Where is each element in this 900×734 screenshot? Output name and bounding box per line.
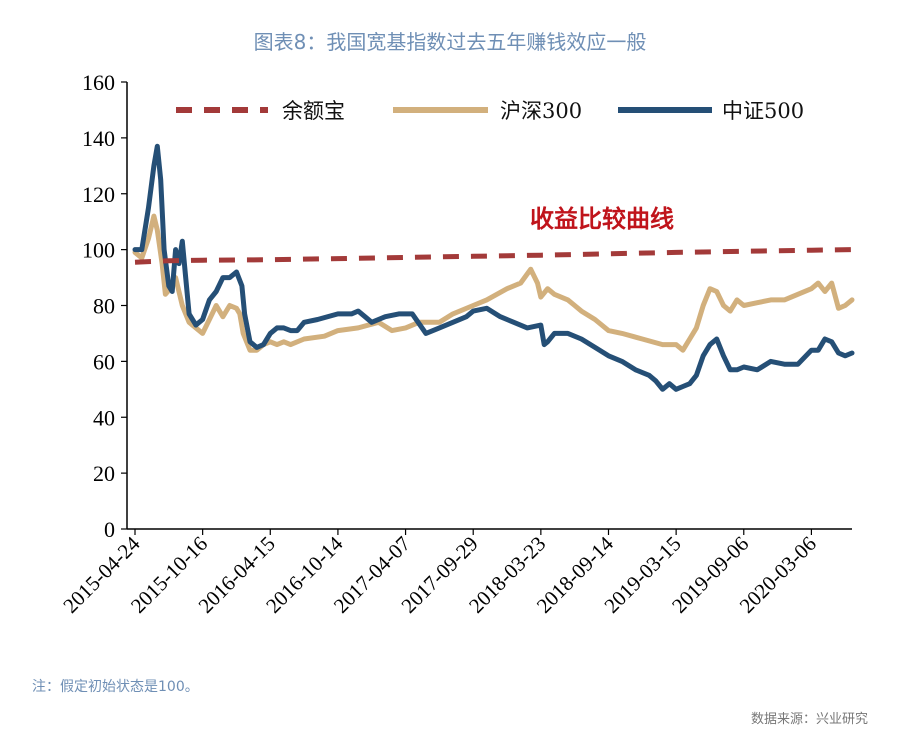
series-layer xyxy=(132,143,855,392)
axes: 0204060801001201401602015-04-242015-10-1… xyxy=(58,70,852,618)
chart-title: 图表8：我国宽基指数过去五年赚钱效应一般 xyxy=(253,30,647,54)
y-tick-label: 100 xyxy=(82,238,115,263)
footnote: 注：假定初始状态是100。 xyxy=(32,679,199,695)
y-tick-label: 40 xyxy=(93,405,115,430)
legend-label-yuebao: 余额宝 xyxy=(282,99,345,123)
y-tick-label: 140 xyxy=(82,126,115,151)
data-source: 数据来源：兴业研究 xyxy=(750,712,868,727)
legend: 余额宝 沪深300 中证500 xyxy=(176,99,804,123)
legend-label-hs300: 沪深300 xyxy=(500,99,582,123)
y-tick-label: 160 xyxy=(82,70,115,95)
series-line-yuebao xyxy=(134,247,853,265)
legend-label-zz500: 中证500 xyxy=(722,99,804,123)
y-tick-label: 0 xyxy=(104,517,115,542)
series-line-zz500 xyxy=(132,143,855,392)
y-tick-label: 20 xyxy=(93,461,115,486)
annotation-label: 收益比较曲线 xyxy=(530,204,674,233)
series-line-hs300 xyxy=(132,213,855,353)
y-tick-label: 120 xyxy=(82,182,115,207)
y-tick-label: 80 xyxy=(93,294,115,319)
y-tick-label: 60 xyxy=(93,349,115,374)
